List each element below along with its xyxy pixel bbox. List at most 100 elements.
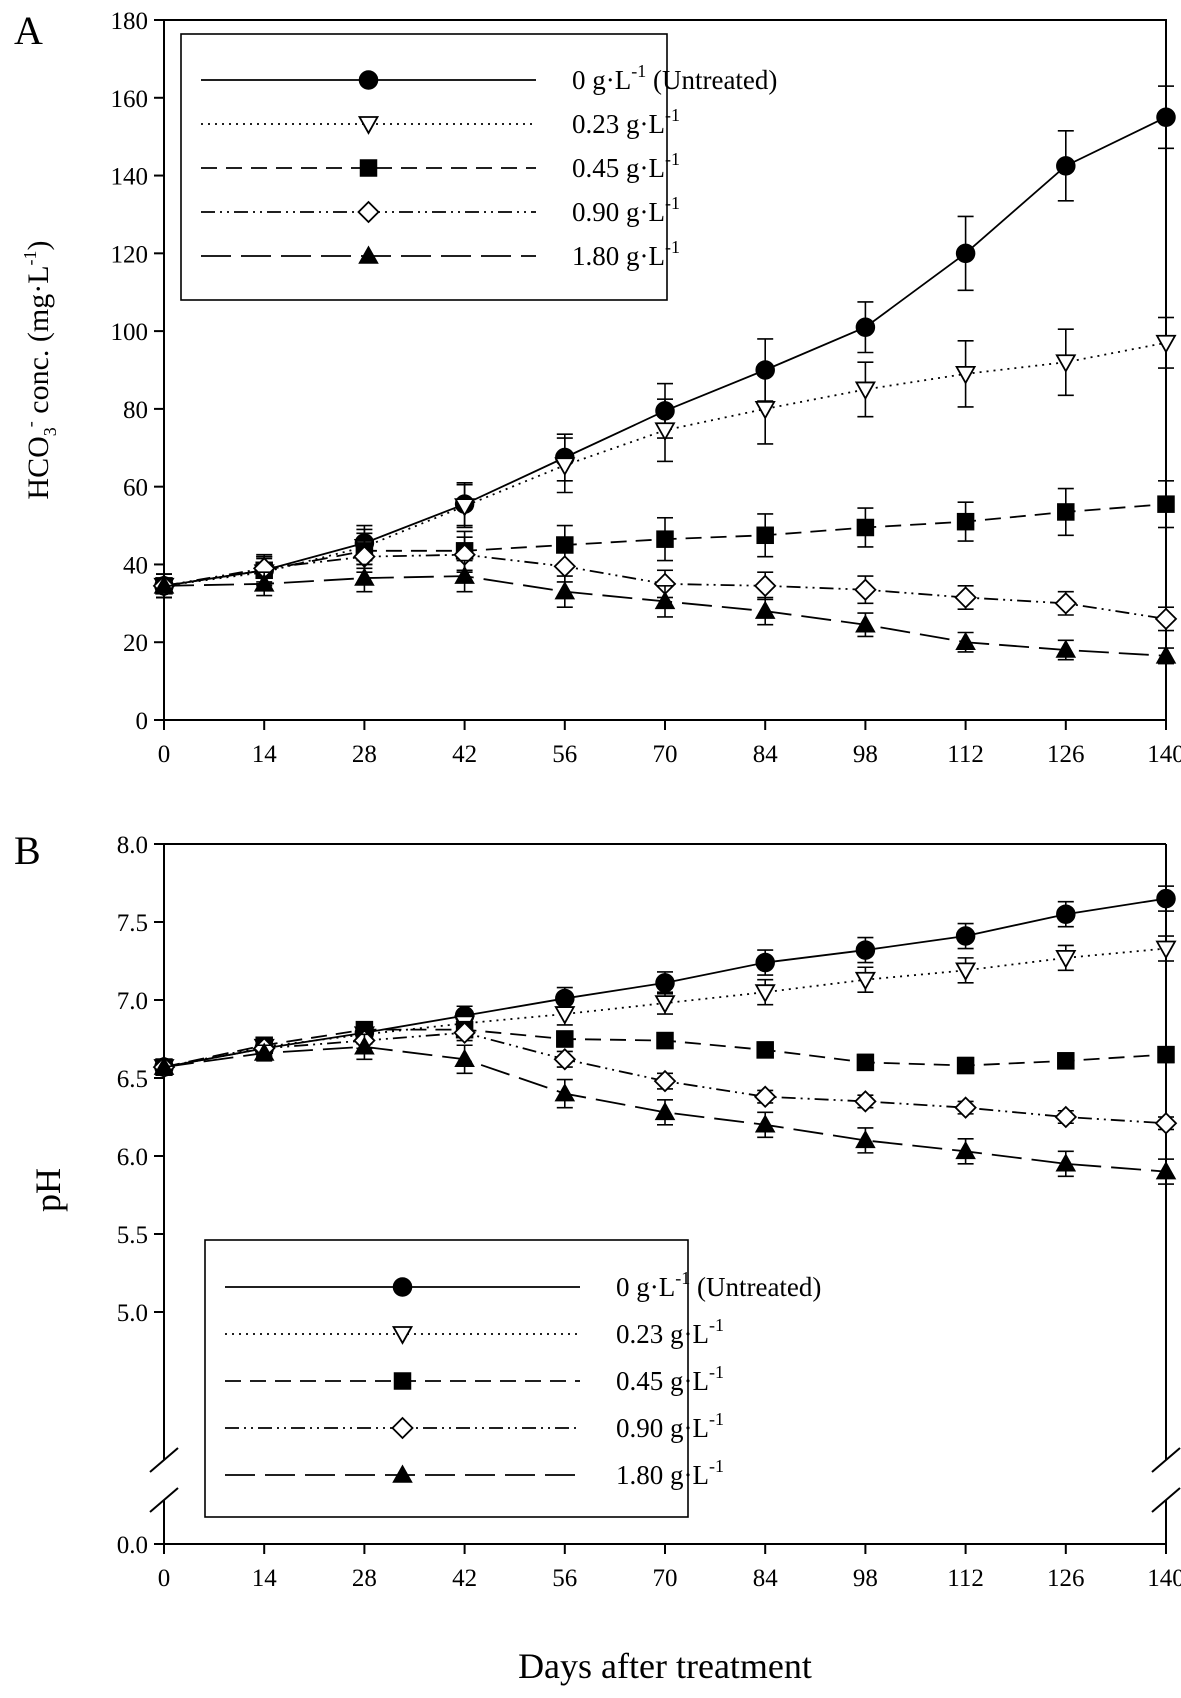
data-point — [754, 400, 776, 420]
legend: 0 g·L-1 (Untreated) 0.23 g·L-1 0.45 g·L-1 0… — [180, 33, 777, 301]
x-tick-label: 84 — [753, 741, 779, 768]
legend-entry: 0.23 g·L-1 — [616, 1315, 724, 1349]
x-tick-label: 98 — [853, 1565, 878, 1592]
data-point — [753, 1085, 777, 1108]
legend-marker — [358, 70, 379, 90]
x-tick-label: 70 — [653, 741, 678, 768]
data-point — [854, 1090, 877, 1113]
data-point — [1056, 904, 1076, 924]
data-point — [656, 530, 674, 548]
x-tick-label: 56 — [552, 1565, 577, 1592]
x-tick-label: 98 — [853, 741, 878, 768]
data-point — [955, 243, 976, 264]
data-point — [1055, 639, 1077, 658]
y-tick-label: 60 — [123, 475, 148, 502]
data-point — [453, 1021, 476, 1045]
y-tick-label: 140 — [111, 164, 149, 191]
data-point — [1057, 1052, 1075, 1070]
legend-entry: 0.45 g·L-1 — [616, 1362, 724, 1396]
data-point — [1157, 1045, 1175, 1064]
panel-a: 0 14 28 42 56 70 84 98 112 126 140 0 20 40 60 80 100 120 1… — [14, 8, 1181, 768]
data-point — [956, 1056, 975, 1075]
y-tick-label: 20 — [123, 630, 148, 657]
data-point — [1155, 334, 1177, 354]
legend-marker — [392, 1277, 413, 1297]
series-5 — [153, 559, 1177, 665]
data-point — [1056, 156, 1076, 176]
legend-marker — [391, 1326, 414, 1345]
data-point — [955, 1140, 976, 1160]
data-point — [955, 962, 977, 982]
y-tick-label: 40 — [123, 552, 148, 579]
data-point — [954, 586, 977, 609]
data-point — [1055, 1153, 1077, 1172]
series-line — [163, 1031, 1167, 1125]
data-point — [1055, 949, 1077, 969]
data-point — [854, 381, 876, 401]
y-tick-label: 5.5 — [117, 1222, 148, 1249]
panel-b: 0 14 28 42 56 70 84 98 112 126 140 0.0 5.0 5.5 6.0 6.5 7… — [14, 828, 1181, 1686]
series-2 — [153, 935, 1177, 1078]
data-point — [1156, 107, 1176, 127]
x-axis-label: Days after treatment — [518, 1646, 812, 1686]
legend-entry: 1.80 g·L-1 — [572, 237, 680, 271]
y-tick-label: 0.0 — [117, 1532, 148, 1559]
data-point — [754, 600, 776, 619]
data-point — [553, 1048, 577, 1071]
y-tick-label: 120 — [111, 241, 149, 268]
y-tick-label: 7.0 — [117, 988, 148, 1015]
x-tick-label: 0 — [158, 1565, 171, 1592]
data-point — [1155, 940, 1177, 960]
data-point — [1054, 592, 1078, 615]
legend-entry: 0 g·L-1 (Untreated) — [616, 1268, 821, 1302]
legend-marker — [392, 1464, 413, 1483]
legend-entry: 0.23 g·L-1 — [572, 105, 680, 139]
y-tick-label: 6.0 — [117, 1144, 148, 1171]
x-tick-label: 112 — [947, 1565, 984, 1592]
data-point — [554, 1006, 576, 1025]
legend-marker — [359, 159, 378, 177]
axis-break-mark — [149, 1487, 179, 1513]
x-tick-label: 28 — [352, 741, 377, 768]
axis-break-mark — [149, 1447, 179, 1473]
legend-marker — [391, 1416, 414, 1440]
legend-marker — [357, 116, 380, 135]
legend-marker — [393, 1372, 412, 1390]
data-point — [454, 498, 476, 517]
y-tick-label: 0 — [136, 708, 149, 735]
series-5 — [153, 1033, 1177, 1185]
data-point — [454, 1048, 475, 1068]
x-tick-label: 42 — [452, 1565, 477, 1592]
y-axis-label: pH — [28, 1168, 68, 1212]
x-tick-label: 56 — [552, 741, 577, 768]
y-tick-label: 80 — [123, 397, 148, 424]
data-point — [354, 1036, 375, 1055]
x-tick-label: 126 — [1047, 1565, 1085, 1592]
data-point — [755, 952, 775, 973]
data-point — [855, 317, 876, 337]
series-line — [163, 1045, 1167, 1173]
x-tick-label: 126 — [1047, 741, 1085, 768]
data-point — [1156, 888, 1176, 909]
x-tick-label: 140 — [1147, 1565, 1181, 1592]
data-point — [1154, 607, 1178, 631]
data-point — [856, 1053, 875, 1072]
data-point — [1055, 354, 1077, 374]
x-tick-label: 28 — [352, 1565, 377, 1592]
data-point — [855, 1129, 876, 1149]
data-point — [856, 518, 875, 537]
data-point — [654, 422, 676, 442]
y-tick-label: 5.0 — [117, 1300, 148, 1327]
legend-entry: 1.80 g·L-1 — [616, 1456, 724, 1490]
data-point — [1057, 503, 1075, 521]
data-point — [855, 940, 876, 960]
y-tick-label: 180 — [111, 8, 149, 35]
data-point — [1155, 1161, 1177, 1180]
data-point — [955, 926, 976, 946]
data-point — [656, 1031, 674, 1050]
data-point — [153, 575, 175, 594]
x-tick-label: 42 — [452, 741, 477, 768]
y-tick-label: 6.5 — [117, 1066, 148, 1093]
data-point — [556, 1030, 574, 1048]
